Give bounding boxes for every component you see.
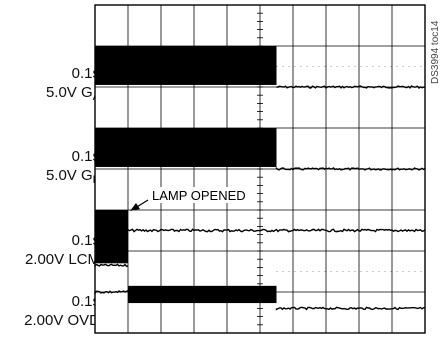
annotation-bg: [150, 187, 254, 203]
scale-label-ovd: 2.00V OVD: [24, 312, 100, 329]
annotation-arrow-head: [130, 203, 140, 211]
channel-label-gb: 0.1s 5.0V GB: [46, 147, 100, 187]
timebase-label-gb: 0.1s: [71, 148, 100, 165]
timebase-label-lcm: 0.1s: [71, 232, 100, 249]
scale-label-lcm: 2.00V LCM: [24, 251, 100, 268]
trace-gb-switching: [95, 128, 277, 167]
trace-ovd-low: [275, 306, 426, 311]
trace-ga-switching: [95, 46, 277, 85]
trace-lcm-base: [94, 263, 129, 268]
annotation-layer: LAMP OPENED: [130, 187, 254, 211]
annotation-lamp-opened: LAMP OPENED: [152, 188, 246, 203]
scale-label-ga: 5.0V GA: [45, 84, 100, 103]
channel-label-ga: 0.1s 5.0V GA: [46, 64, 100, 104]
trace-ovd-high: [128, 285, 277, 304]
figure-id: DS3994 toc14: [430, 20, 441, 84]
timebase-label-ga: 0.1s: [71, 65, 100, 82]
trace-layer: [94, 46, 426, 311]
oscilloscope-plot: LAMP OPENED: [94, 4, 426, 334]
trace-ovd-start: [94, 290, 129, 296]
channel-label-lcm: 0.1s 2.00V LCM: [25, 231, 100, 269]
trace-lcm-pulse: [95, 210, 128, 264]
trace-ga-low: [276, 85, 426, 89]
channel-label-ovd: 0.1s 2.00V OVD: [24, 292, 100, 330]
trace-gb-low: [275, 166, 426, 171]
trace-lcm-low: [127, 228, 426, 233]
scale-label-gb: 5.0V GB: [45, 167, 100, 186]
timebase-label-ovd: 0.1s: [71, 293, 100, 310]
